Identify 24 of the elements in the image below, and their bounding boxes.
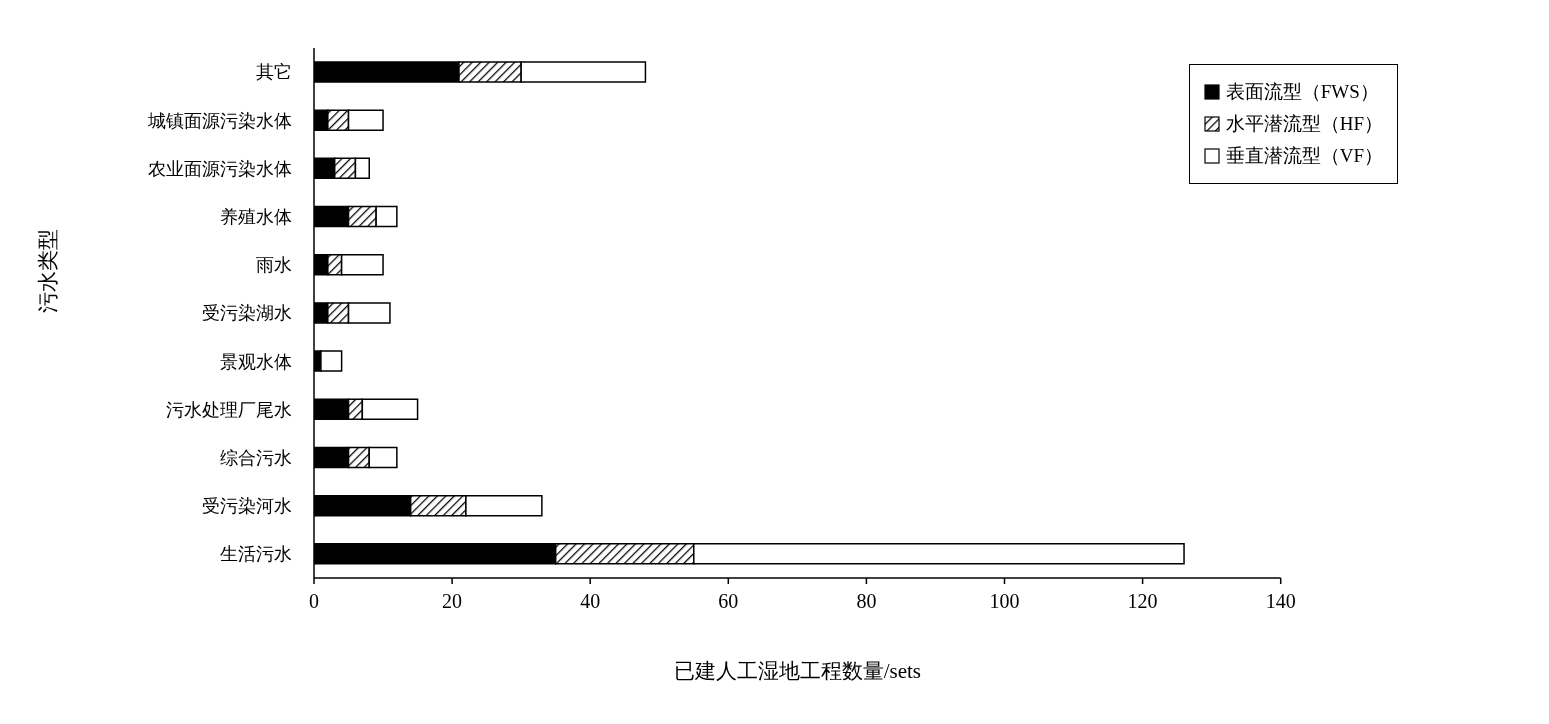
y-tick-label: 雨水: [256, 255, 292, 276]
legend-label: 水平潜流型（HF）: [1225, 112, 1383, 136]
x-tick-label: 20: [442, 590, 463, 613]
y-tick-label: 景观水体: [220, 351, 292, 372]
y-tick-label: 其它: [256, 62, 292, 83]
x-tick-label: 100: [989, 590, 1020, 613]
y-tick-label: 受污染河水: [202, 496, 292, 517]
x-tick-label: 0: [309, 590, 319, 613]
legend-label: 表面流型（FWS）: [1225, 80, 1379, 104]
x-tick-label: 140: [1265, 590, 1296, 613]
y-tick-label: 生活污水: [220, 544, 292, 565]
y-axis-title: 污水类型: [36, 229, 61, 313]
legend-label: 垂直潜流型（VF）: [1225, 144, 1383, 168]
y-tick-label: 城镇面源污染水体: [147, 110, 292, 131]
y-tick-label: 农业面源污染水体: [148, 158, 292, 179]
y-tick-label: 养殖水体: [220, 207, 292, 228]
y-tick-label: 受污染湖水: [202, 303, 292, 324]
x-tick-label: 60: [718, 590, 739, 613]
x-axis-title: 已建人工湿地工程数量/sets: [673, 659, 922, 683]
y-tick-label: 综合污水: [220, 447, 292, 468]
x-tick-label: 40: [580, 590, 601, 613]
y-tick-label: 污水处理厂尾水: [166, 399, 292, 420]
x-tick-label: 80: [856, 590, 877, 613]
x-tick-label: 120: [1127, 590, 1158, 613]
